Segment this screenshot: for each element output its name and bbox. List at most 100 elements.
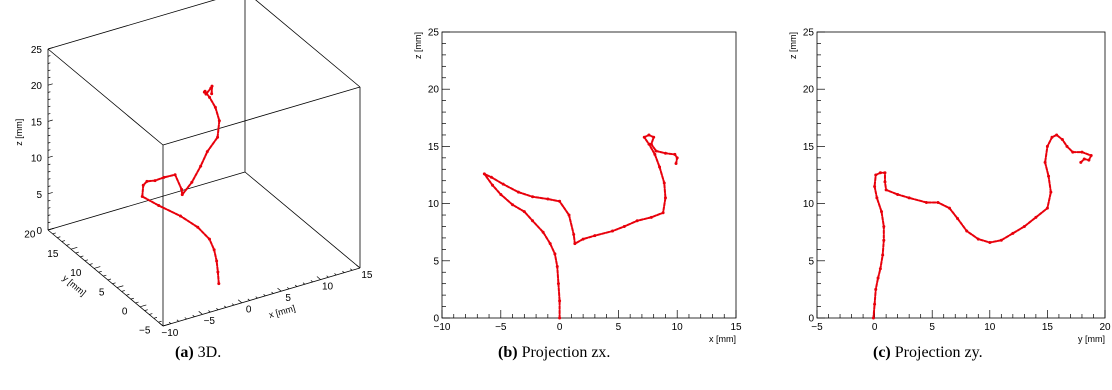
- track-point: [936, 200, 940, 204]
- z-tick-minor: [47, 221, 51, 224]
- caption-title: Projection zy.: [894, 344, 983, 361]
- box-edge: [255, 0, 361, 88]
- track-point: [558, 199, 562, 203]
- y-tick-minor: [75, 251, 79, 254]
- x-tick-minor: [310, 280, 313, 283]
- y-tick-label: 20: [803, 85, 815, 96]
- track-point: [871, 316, 875, 320]
- track-point: [178, 214, 182, 218]
- track-point: [213, 105, 217, 109]
- track-point: [873, 302, 877, 306]
- track-point: [880, 210, 884, 214]
- y-tick-label: 25: [803, 28, 815, 39]
- track-point: [883, 180, 887, 184]
- x-tick-label: 0: [872, 322, 878, 333]
- track-point: [642, 135, 646, 139]
- y-tick-label: 25: [428, 28, 440, 39]
- track-point: [180, 187, 184, 191]
- track-point: [1089, 154, 1093, 158]
- track-point: [581, 237, 585, 241]
- z-tick-major: [47, 47, 53, 50]
- track-point: [217, 282, 221, 286]
- x-tick-major: [356, 264, 361, 269]
- caption-title: Projection zx.: [521, 344, 611, 361]
- z-tick-major: [47, 192, 53, 195]
- track-point: [1045, 144, 1049, 148]
- track-point: [976, 237, 980, 241]
- z-tick-major: [47, 228, 53, 231]
- track-point: [875, 196, 879, 200]
- track-point: [1079, 160, 1083, 164]
- y-axis-label: z [mm]: [413, 32, 423, 59]
- track-point: [674, 162, 678, 166]
- track-point: [190, 180, 194, 184]
- x-tick-label: 15: [361, 270, 373, 281]
- z-tick-minor: [47, 69, 51, 72]
- track-point: [546, 197, 550, 201]
- track-point: [210, 84, 214, 88]
- track-point: [661, 211, 665, 215]
- x-tick-major: [316, 276, 321, 280]
- z-tick-major: [47, 155, 53, 158]
- track-point: [499, 192, 503, 196]
- x-tick-label: 0: [246, 305, 252, 316]
- x-tick-label: −5: [495, 322, 507, 333]
- y-tick-major: [70, 247, 78, 250]
- x-tick-label: 10: [322, 281, 334, 292]
- track-point: [558, 299, 562, 303]
- caption-3d: (a) 3D.: [175, 344, 221, 362]
- track-point: [516, 190, 520, 194]
- x-tick-label: 15: [730, 322, 742, 333]
- z-tick-label: 20: [31, 81, 43, 92]
- box-edge: [162, 86, 361, 146]
- track-point: [876, 276, 880, 280]
- z-tick-minor: [47, 62, 51, 64]
- caption-label: (c): [873, 344, 891, 361]
- track-point: [531, 195, 535, 199]
- y-tick-major: [162, 323, 170, 327]
- track-point: [673, 152, 677, 156]
- track-point: [1050, 135, 1054, 139]
- track-point: [1071, 150, 1075, 154]
- y-tick-minor: [130, 297, 135, 300]
- z-tick-minor: [47, 149, 51, 151]
- track-point: [141, 183, 145, 187]
- track-point: [1049, 190, 1053, 194]
- track-point: [1034, 215, 1038, 219]
- track-point: [884, 188, 888, 192]
- x-tick-minor: [192, 314, 195, 317]
- track-point: [873, 184, 877, 188]
- z-tick-minor: [47, 134, 51, 137]
- y-tick-minor: [126, 294, 130, 296]
- track-line: [872, 133, 1093, 319]
- panel-projection-zx: −10 −5 0 5 10 15 0 5 10 15 20 25 x [mm] z [mm]: [413, 28, 742, 345]
- track-point: [217, 119, 221, 123]
- x-tick-minor: [350, 268, 353, 271]
- plot-frame: [441, 31, 737, 319]
- track-point: [874, 173, 878, 177]
- caption-projection-zy: (c) Projection zy.: [873, 344, 983, 362]
- track-point: [675, 156, 679, 160]
- z-tick-minor: [47, 91, 51, 93]
- z-tick-minor: [47, 142, 51, 144]
- y-tick-label: 10: [70, 268, 82, 279]
- track-point: [924, 200, 928, 204]
- track-point: [157, 204, 161, 208]
- track-point: [662, 181, 666, 185]
- z-tick-minor: [47, 171, 51, 173]
- y-tick-label: 15: [803, 142, 815, 153]
- track-point: [1087, 158, 1091, 162]
- x-tick-minor: [223, 305, 227, 308]
- track-point: [647, 133, 651, 137]
- track-point: [1043, 160, 1047, 164]
- track-point: [555, 265, 559, 269]
- x-tick-minor: [271, 291, 274, 294]
- y-tick-label: 0: [433, 314, 439, 325]
- z-tick-major: [47, 119, 53, 122]
- x-tick-minor: [184, 317, 187, 320]
- track-point: [548, 242, 552, 246]
- track-point: [965, 229, 969, 233]
- box-edge: [162, 267, 361, 327]
- x-axis-label: x [mm]: [268, 303, 297, 320]
